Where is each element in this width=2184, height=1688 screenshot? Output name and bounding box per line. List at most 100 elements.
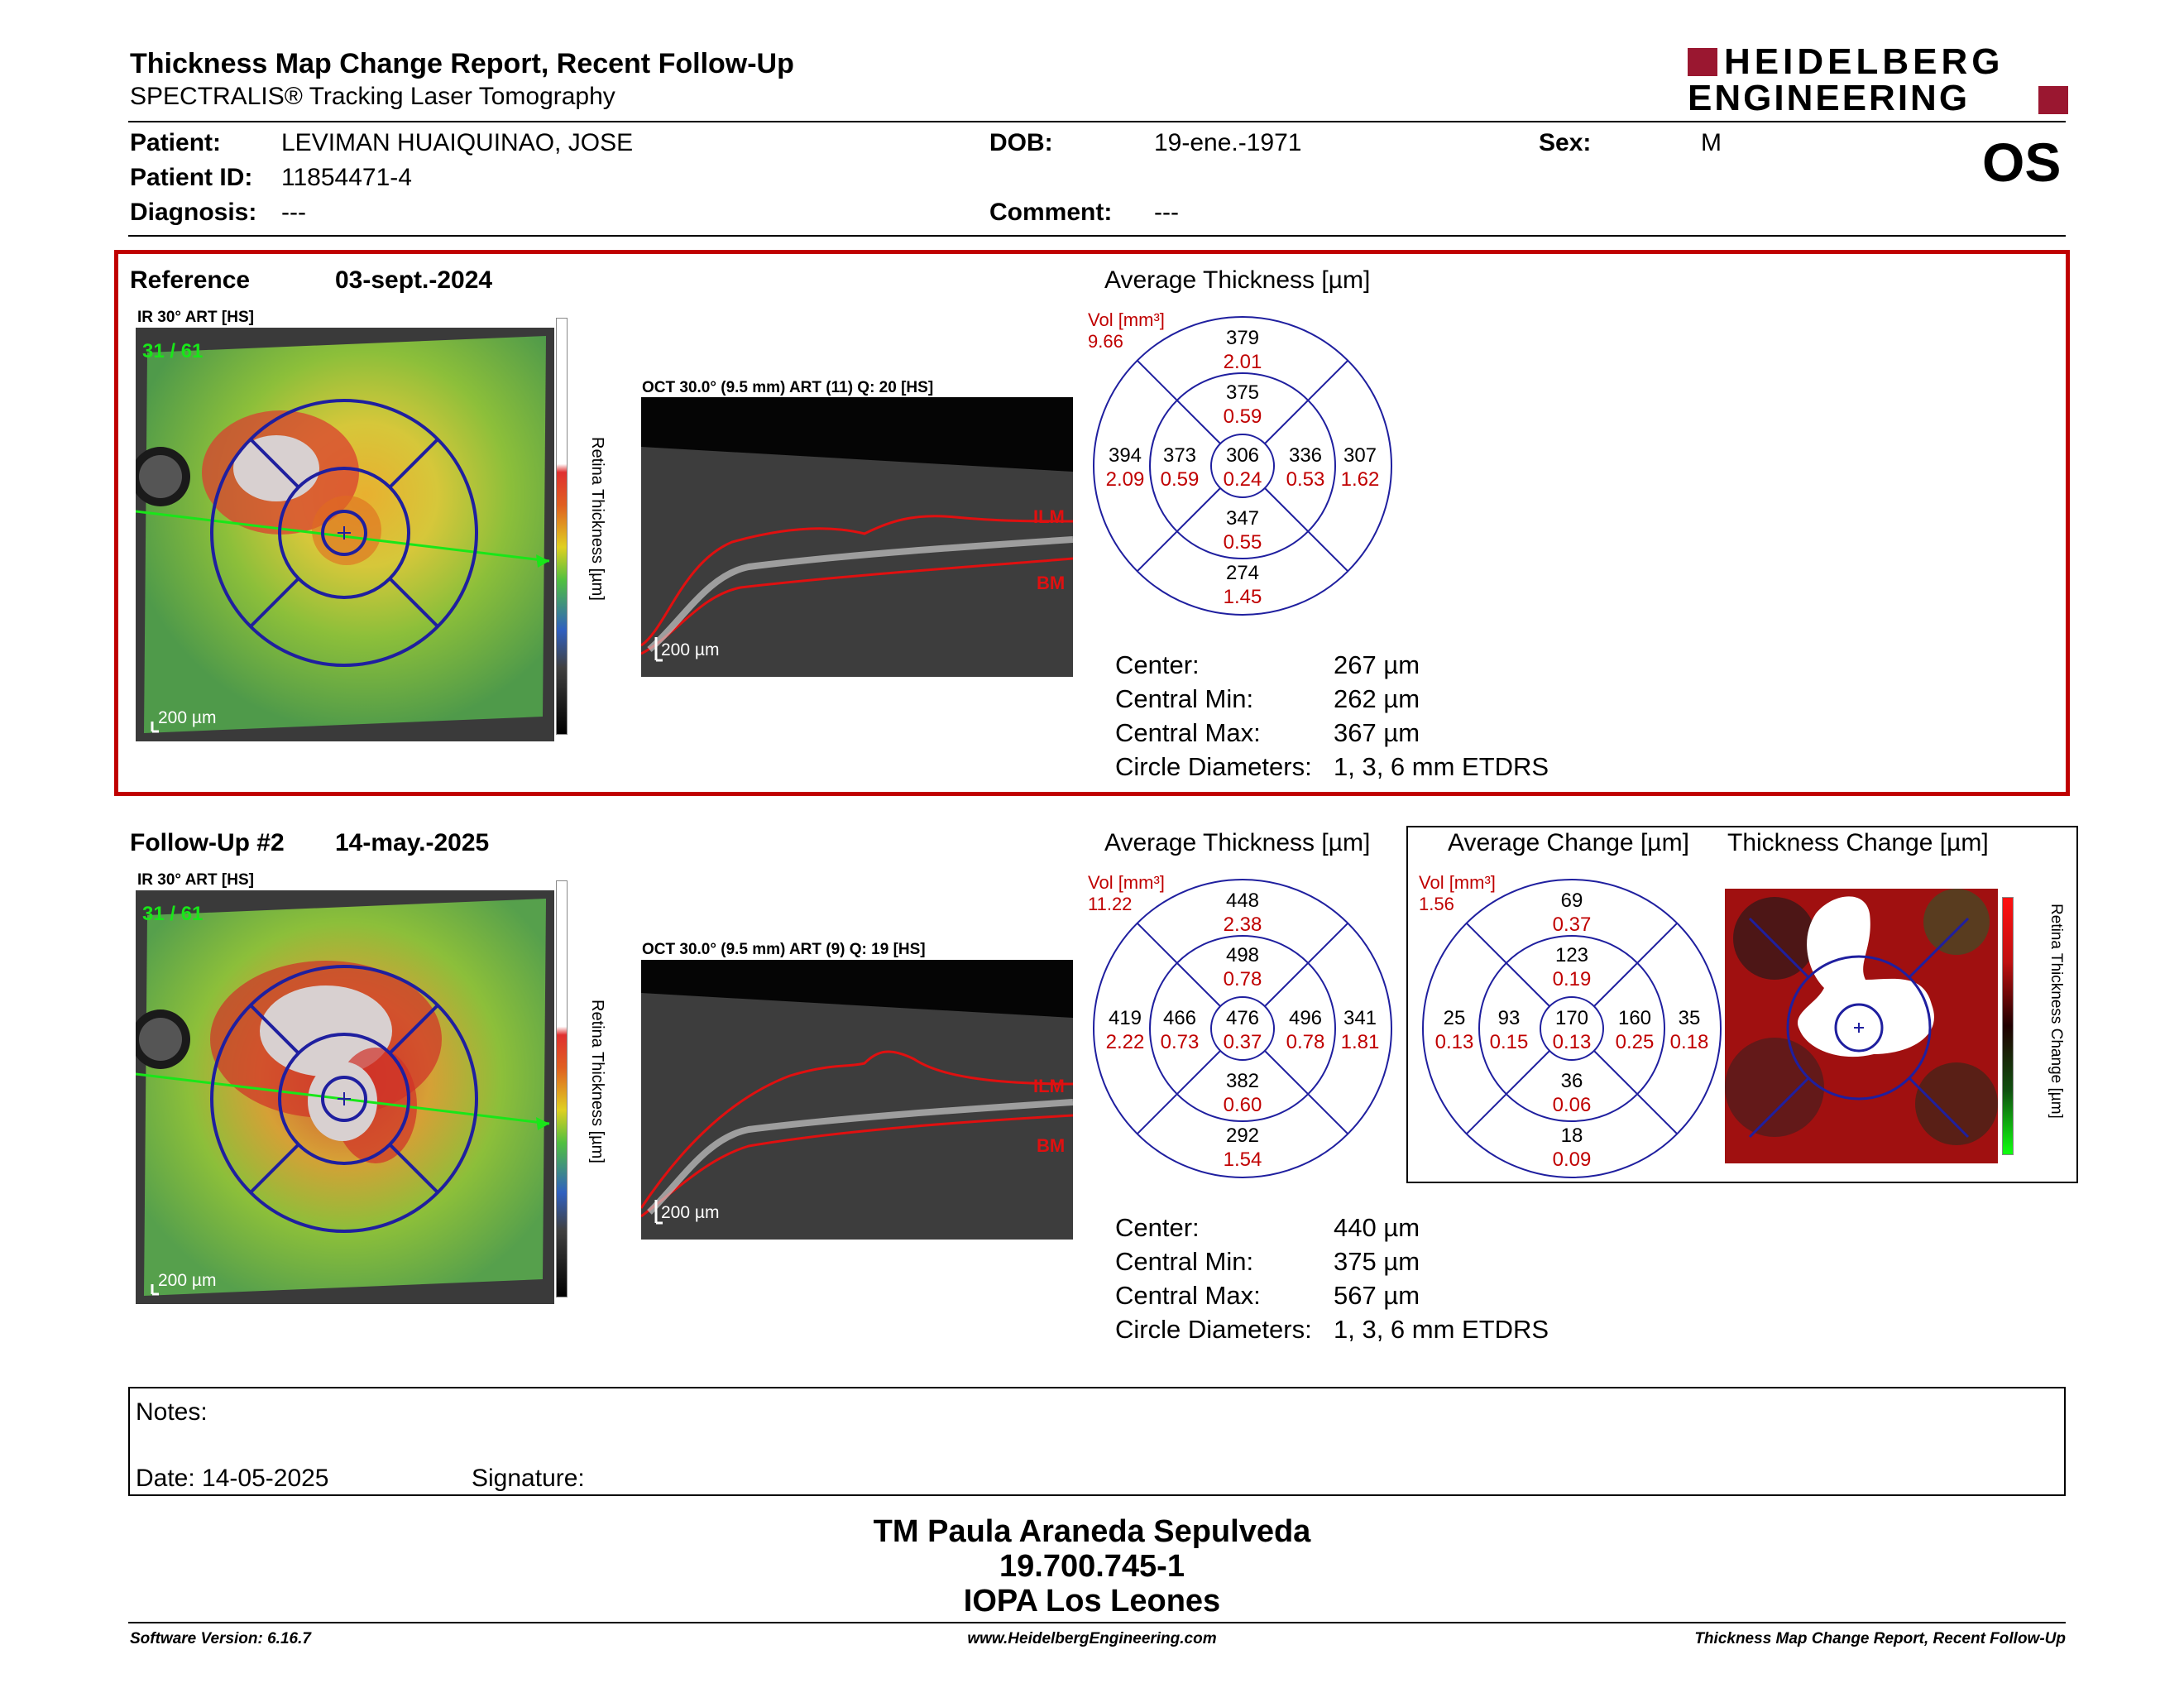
signer-name: TM Paula Araneda Sepulveda bbox=[873, 1514, 1311, 1549]
change-etdrs-outer-bottom-thickness: 18 bbox=[1561, 1125, 1583, 1147]
followup-circle-label: Circle Diameters: bbox=[1115, 1315, 1312, 1344]
followup-thickness-map: 31 / 61 200 µm bbox=[136, 890, 554, 1304]
reference-oct-label: OCT 30.0° (9.5 mm) ART (11) Q: 20 [HS] bbox=[642, 379, 934, 396]
change-colorbar-title: Retina Thickness Change [µm] bbox=[2048, 904, 2065, 1119]
change-vol-value: 1.56 bbox=[1419, 894, 1454, 914]
change-etdrs-inner-left-volume: 0.15 bbox=[1490, 1031, 1529, 1053]
diagnosis-value: --- bbox=[281, 199, 306, 226]
change-etdrs-outer-bottom-volume: 0.09 bbox=[1553, 1149, 1592, 1171]
followup-oct-bscan: ILM BM 200 µm bbox=[641, 960, 1073, 1240]
reference-etdrs-outer-right-volume: 1.62 bbox=[1341, 468, 1380, 491]
report-subtitle: SPECTRALIS® Tracking Laser Tomography bbox=[130, 83, 615, 110]
reference-etdrs-center-volume: 0.24 bbox=[1224, 468, 1262, 491]
reference-colorbar-title: Retina Thickness [µm] bbox=[588, 437, 606, 601]
change-frame bbox=[1406, 826, 2078, 1183]
sex-value: M bbox=[1701, 129, 1722, 156]
change-etdrs-ring bbox=[1478, 935, 1665, 1122]
reference-etdrs-outer-top-volume: 2.01 bbox=[1224, 351, 1262, 373]
dob-value: 19-ene.-1971 bbox=[1154, 129, 1302, 156]
reference-thickness-map: 31 / 61 200 µm bbox=[136, 328, 554, 741]
followup-etdrs-outer-top-thickness: 448 bbox=[1226, 890, 1259, 912]
reference-max-value: 367 µm bbox=[1334, 718, 1420, 747]
followup-max-label: Central Max: bbox=[1115, 1281, 1261, 1310]
change-etdrs-sector-line bbox=[1466, 923, 1550, 1007]
reference-etdrs-inner-left-thickness: 373 bbox=[1163, 444, 1196, 467]
change-avg-title: Average Change [µm] bbox=[1448, 829, 1689, 856]
change-etdrs-ring bbox=[1422, 879, 1722, 1178]
change-etdrs-center-thickness: 170 bbox=[1555, 1007, 1588, 1029]
reference-etdrs-outer-left-volume: 2.09 bbox=[1106, 468, 1145, 491]
notes-date: Date: 14-05-2025 bbox=[136, 1465, 329, 1492]
followup-etdrs-inner-bottom-volume: 0.60 bbox=[1224, 1094, 1262, 1116]
reference-etdrs-outer-top-thickness: 379 bbox=[1226, 327, 1259, 349]
followup-etdrs-inner-top-volume: 0.78 bbox=[1224, 968, 1262, 990]
reference-oct-scale: 200 µm bbox=[661, 640, 719, 659]
reference-etdrs-outer-bottom-thickness: 274 bbox=[1226, 562, 1259, 584]
followup-etdrs-inner-right-volume: 0.78 bbox=[1286, 1031, 1325, 1053]
change-etdrs-grid: 1700.131230.19360.06930.151600.25690.371… bbox=[1422, 879, 1722, 1178]
change-etdrs-inner-bottom-volume: 0.06 bbox=[1553, 1094, 1592, 1116]
followup-etdrs-inner-top-thickness: 498 bbox=[1226, 944, 1259, 966]
followup-etdrs-center-thickness: 476 bbox=[1226, 1007, 1259, 1029]
reference-etdrs-sector-line bbox=[1137, 360, 1221, 444]
change-etdrs-outer-top-thickness: 69 bbox=[1561, 890, 1583, 912]
report-title: Thickness Map Change Report, Recent Foll… bbox=[130, 48, 794, 79]
followup-etdrs-inner-left-volume: 0.73 bbox=[1161, 1031, 1200, 1053]
followup-etdrs-ring bbox=[1210, 996, 1275, 1061]
followup-etdrs-sector-line bbox=[1137, 1050, 1221, 1134]
reference-etdrs-center-thickness: 306 bbox=[1226, 444, 1259, 467]
reference-vol-label: Vol [mm³] bbox=[1088, 309, 1165, 330]
change-etdrs-ring bbox=[1540, 996, 1604, 1061]
reference-etdrs-outer-bottom-volume: 1.45 bbox=[1224, 586, 1262, 608]
footer-report-name: Thickness Map Change Report, Recent Foll… bbox=[1694, 1630, 2066, 1647]
followup-etdrs-inner-left-thickness: 466 bbox=[1163, 1007, 1196, 1029]
reference-colorbar bbox=[556, 318, 568, 735]
reference-bm-label: BM bbox=[1037, 573, 1065, 593]
followup-etdrs-sector-line bbox=[1264, 923, 1348, 1007]
followup-etdrs-inner-bottom-thickness: 382 bbox=[1226, 1070, 1259, 1092]
followup-date: 14-may.-2025 bbox=[335, 829, 490, 856]
reference-min-value: 262 µm bbox=[1334, 684, 1420, 713]
change-etdrs-inner-right-volume: 0.25 bbox=[1616, 1031, 1655, 1053]
patient-id-label: Patient ID: bbox=[130, 164, 253, 191]
change-etdrs-inner-top-volume: 0.19 bbox=[1553, 968, 1592, 990]
followup-ir-scale: 200 µm bbox=[158, 1271, 216, 1290]
eye-label: OS bbox=[1982, 132, 2062, 193]
software-version: Software Version: 6.16.7 bbox=[130, 1630, 311, 1647]
patient-id-value: 11854471-4 bbox=[281, 164, 412, 191]
followup-vol-label: Vol [mm³] bbox=[1088, 872, 1165, 893]
notes-label: Notes: bbox=[136, 1398, 208, 1426]
reference-center-label: Center: bbox=[1115, 650, 1200, 679]
followup-min-value: 375 µm bbox=[1334, 1247, 1420, 1276]
thickness-change-title: Thickness Change [µm] bbox=[1727, 829, 1989, 856]
reference-vol-value: 9.66 bbox=[1088, 331, 1123, 352]
followup-etdrs-ring bbox=[1149, 935, 1336, 1122]
sex-label: Sex: bbox=[1539, 129, 1592, 156]
website-link[interactable]: www.HeidelbergEngineering.com bbox=[967, 1630, 1217, 1647]
reference-etdrs-sector-line bbox=[1137, 487, 1221, 572]
followup-max-value: 567 µm bbox=[1334, 1281, 1420, 1310]
followup-ir-label: IR 30° ART [HS] bbox=[137, 871, 254, 889]
followup-colorbar bbox=[556, 880, 568, 1297]
change-etdrs-sector-line bbox=[1593, 1050, 1678, 1134]
followup-oct-scale: 200 µm bbox=[661, 1203, 719, 1222]
change-etdrs-inner-top-thickness: 123 bbox=[1555, 944, 1588, 966]
reference-etdrs-sector-line bbox=[1264, 360, 1348, 444]
followup-etdrs-ring bbox=[1093, 879, 1392, 1178]
reference-max-label: Central Max: bbox=[1115, 718, 1261, 747]
followup-etdrs-outer-top-volume: 2.38 bbox=[1224, 914, 1262, 936]
followup-etdrs-outer-left-thickness: 419 bbox=[1109, 1007, 1142, 1029]
signer-id: 19.700.745-1 bbox=[999, 1549, 1185, 1584]
signature-label: Signature: bbox=[472, 1465, 585, 1492]
followup-etdrs-outer-right-volume: 1.81 bbox=[1341, 1031, 1380, 1053]
change-etdrs-outer-right-thickness: 35 bbox=[1679, 1007, 1701, 1029]
reference-etdrs-ring bbox=[1210, 434, 1275, 498]
followup-etdrs-outer-left-volume: 2.22 bbox=[1106, 1031, 1145, 1053]
followup-etdrs-outer-bottom-volume: 1.54 bbox=[1224, 1149, 1262, 1171]
change-etdrs-inner-left-thickness: 93 bbox=[1498, 1007, 1521, 1029]
followup-circle-value: 1, 3, 6 mm ETDRS bbox=[1334, 1315, 1549, 1344]
change-etdrs-sector-line bbox=[1466, 1050, 1550, 1134]
change-vol-label: Vol [mm³] bbox=[1419, 872, 1496, 893]
reference-etdrs-grid: 3060.243750.593470.553730.593360.533792.… bbox=[1093, 316, 1392, 616]
reference-label: Reference bbox=[130, 266, 251, 294]
